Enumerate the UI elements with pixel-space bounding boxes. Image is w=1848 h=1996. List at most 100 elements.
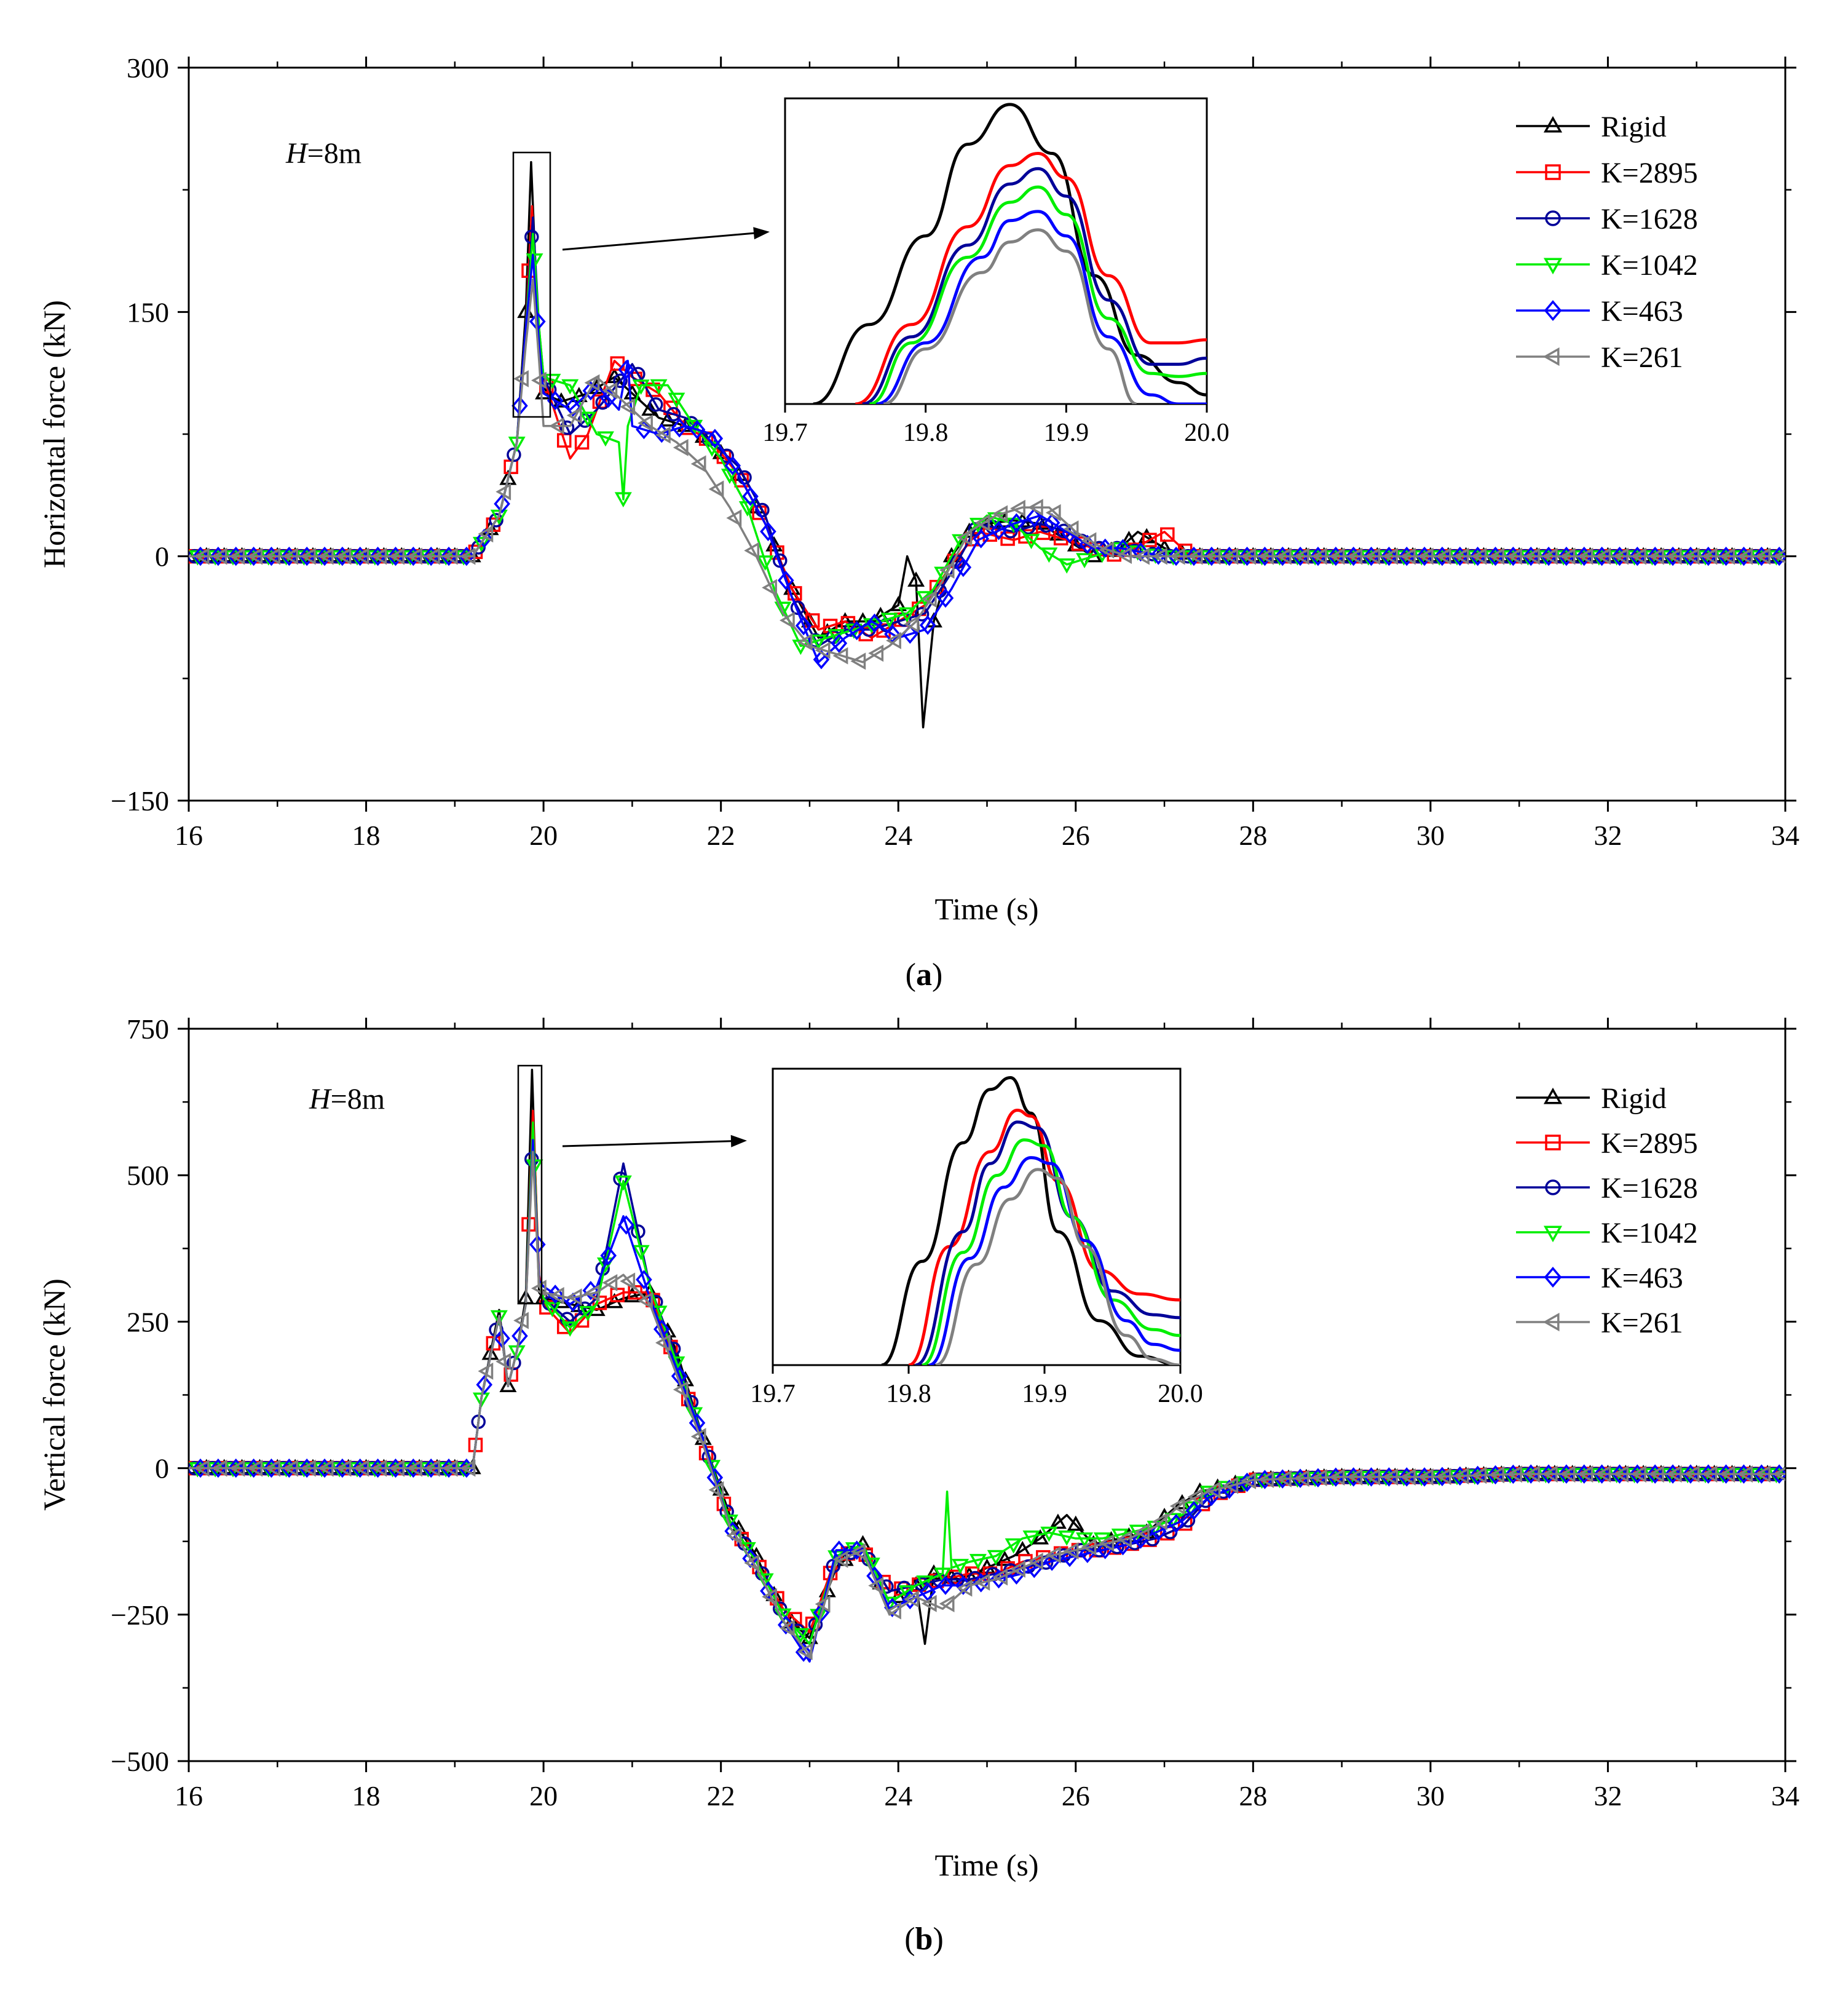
- data-point-K=261: [1329, 1468, 1345, 1486]
- data-point-K=463: [387, 546, 404, 566]
- y-tick-label: −250: [111, 1599, 169, 1631]
- data-point-K=261: [974, 514, 990, 532]
- data-point-K=261: [513, 1312, 529, 1329]
- y-tick-label: 750: [127, 1013, 169, 1045]
- data-point-K=261: [1365, 1468, 1381, 1486]
- data-point-K=463: [760, 521, 776, 542]
- data-point-K=463: [1203, 546, 1220, 566]
- zoom-region-box: [512, 151, 551, 418]
- data-point-K=1042: [579, 1305, 597, 1321]
- data-point-K=463: [1469, 546, 1486, 566]
- data-point-K=261: [868, 644, 884, 662]
- legend-marker-Rigid: [1543, 1087, 1563, 1104]
- data-point-K=261: [921, 1594, 937, 1612]
- legend-label: K=261: [1601, 341, 1683, 374]
- data-point-K=463: [937, 1575, 954, 1595]
- data-point-K=261: [1702, 547, 1718, 565]
- x-tick-label: 28: [1239, 820, 1267, 851]
- data-point-K=261: [300, 547, 316, 565]
- data-point-K=261: [496, 483, 511, 501]
- data-point-K=261: [655, 426, 671, 444]
- data-point-K=463: [1345, 546, 1362, 566]
- data-point-Rigid: [499, 469, 517, 485]
- data-point-K=463: [440, 546, 457, 566]
- data-point-K=463: [1451, 1466, 1469, 1486]
- data-point-K=463: [1203, 1486, 1220, 1507]
- data-point-K=463: [1185, 546, 1202, 566]
- data-point-K=463: [1309, 546, 1327, 566]
- data-point-K=463: [1771, 546, 1785, 566]
- data-point-K=261: [1595, 547, 1611, 565]
- data-point-K=1042: [632, 379, 650, 395]
- data-point-K=261: [850, 1543, 866, 1561]
- data-point-K=261: [1595, 1465, 1611, 1483]
- data-point-K=261: [1489, 547, 1505, 565]
- data-point-K=1628: [489, 513, 503, 528]
- data-point-K=261: [1560, 547, 1576, 565]
- data-point-K=261: [229, 1459, 245, 1477]
- x-tick-label: 34: [1771, 1780, 1799, 1812]
- data-point-K=261: [886, 632, 901, 649]
- data-point-K=463: [1629, 546, 1646, 566]
- data-point-K=261: [957, 529, 973, 547]
- data-point-K=261: [1737, 1465, 1753, 1483]
- data-point-K=463: [1700, 546, 1717, 566]
- data-point-K=463: [866, 613, 883, 633]
- data-point-K=261: [424, 1459, 440, 1477]
- data-point-K=261: [690, 1428, 706, 1446]
- data-point-K=463: [689, 419, 706, 440]
- data-point-K=261: [992, 505, 1008, 523]
- data-point-K=261: [1045, 1546, 1061, 1564]
- data-point-K=463: [1593, 1464, 1610, 1484]
- legend-label: Rigid: [1601, 111, 1667, 143]
- data-point-K=463: [458, 1458, 475, 1478]
- data-point-K=261: [868, 1577, 884, 1594]
- data-point-K=463: [795, 616, 812, 636]
- inset-curve-K=463: [928, 1156, 1180, 1365]
- data-point-K=2895: [1142, 533, 1157, 547]
- data-point-K=261: [779, 611, 795, 629]
- data-point-K=261: [1365, 547, 1381, 565]
- data-point-K=463: [1469, 1465, 1486, 1486]
- panel-caption: (a): [906, 957, 943, 992]
- data-point-K=463: [1345, 1467, 1362, 1487]
- data-point-K=463: [1292, 546, 1309, 566]
- data-point-K=1042: [774, 601, 792, 617]
- data-point-K=463: [1434, 546, 1451, 566]
- data-point-K=261: [1045, 504, 1061, 521]
- data-point-K=261: [832, 647, 848, 665]
- data-point-K=463: [742, 486, 759, 506]
- data-point-K=1042: [721, 1515, 738, 1530]
- legend-label: K=463: [1601, 1262, 1683, 1294]
- legend: Rigid K=2895 K=1628 K=1042 K=463 K=261: [1516, 111, 1698, 374]
- data-point-K=261: [1631, 1465, 1646, 1483]
- data-point-K=463: [919, 1582, 936, 1602]
- legend-label: K=1042: [1601, 1217, 1698, 1249]
- data-point-K=463: [298, 546, 315, 566]
- x-tick-label: 22: [707, 820, 735, 851]
- data-point-K=463: [1398, 1467, 1415, 1487]
- data-point-K=463: [1682, 1464, 1699, 1484]
- data-point-Rigid: [1067, 1515, 1084, 1531]
- data-point-K=261: [1258, 1470, 1274, 1488]
- data-point-K=261: [620, 1272, 636, 1290]
- data-point-K=463: [937, 588, 954, 608]
- data-point-K=261: [655, 1334, 671, 1352]
- legend-marker-K=2895: [1545, 1135, 1561, 1150]
- data-point-K=261: [496, 1353, 511, 1371]
- data-point-K=463: [1309, 1468, 1327, 1487]
- data-point-K=1042: [526, 253, 543, 269]
- data-point-K=261: [1099, 541, 1115, 559]
- data-point-K=261: [1258, 547, 1274, 565]
- data-point-K=261: [1010, 1560, 1025, 1578]
- y-tick-label: 0: [155, 1453, 169, 1484]
- data-point-K=463: [422, 1458, 440, 1478]
- data-point-K=261: [247, 547, 263, 565]
- data-point-Rigid: [552, 392, 570, 408]
- data-point-K=261: [850, 652, 866, 670]
- data-point-K=1042: [490, 509, 508, 525]
- data-point-K=261: [903, 1590, 919, 1608]
- data-point-K=463: [1753, 1464, 1770, 1484]
- data-point-K=463: [1629, 1464, 1646, 1484]
- data-point-K=261: [389, 1459, 405, 1477]
